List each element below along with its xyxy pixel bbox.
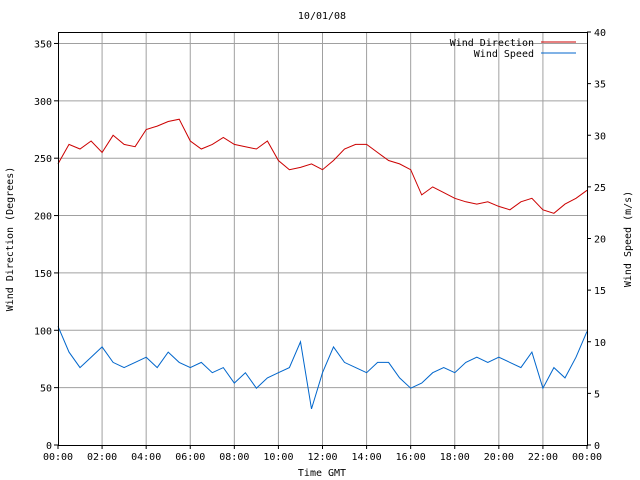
legend-label-wind-direction: Wind Direction bbox=[450, 38, 534, 49]
x-tick-label: 20:00 bbox=[484, 452, 514, 463]
x-axis-label: Time GMT bbox=[298, 468, 346, 479]
x-tick-label: 04:00 bbox=[131, 452, 161, 463]
y-right-tick-label: 20 bbox=[594, 235, 606, 246]
grid bbox=[58, 32, 587, 445]
x-tick-label: 00:00 bbox=[572, 452, 602, 463]
y-right-tick-label: 35 bbox=[594, 80, 606, 91]
x-tick-label: 14:00 bbox=[352, 452, 382, 463]
x-tick-label: 00:00 bbox=[43, 452, 73, 463]
x-tick-label: 02:00 bbox=[87, 452, 117, 463]
y-left-tick-label: 50 bbox=[40, 384, 52, 395]
y-left-tick-label: 100 bbox=[34, 326, 52, 337]
series-layer bbox=[57, 118, 588, 410]
x-tick-label: 22:00 bbox=[528, 452, 558, 463]
y-right-tick-label: 15 bbox=[594, 286, 606, 297]
series-line-wind-speed bbox=[57, 326, 588, 410]
series-line-wind-direction bbox=[57, 118, 588, 214]
x-tick-label: 12:00 bbox=[307, 452, 337, 463]
legend-label-wind-speed: Wind Speed bbox=[474, 49, 534, 60]
y-right-tick-label: 5 bbox=[594, 389, 600, 400]
x-tick-label: 06:00 bbox=[175, 452, 205, 463]
axis-ticks: 00:00 02:00 04:00 06:00 08:00 10:00 12:00 14:00… bbox=[34, 28, 606, 463]
y-right-tick-label: 10 bbox=[594, 338, 606, 349]
y-axis-right-label: Wind Speed (m/s) bbox=[623, 191, 634, 287]
y-left-tick-label: 0 bbox=[46, 441, 52, 452]
chart-title: 10/01/08 bbox=[298, 11, 346, 22]
x-tick-label: 10:00 bbox=[263, 452, 293, 463]
x-tick-label: 16:00 bbox=[396, 452, 426, 463]
y-left-tick-label: 200 bbox=[34, 212, 52, 223]
y-left-tick-label: 350 bbox=[34, 39, 52, 50]
x-tick-label: 08:00 bbox=[219, 452, 249, 463]
y-left-tick-label: 150 bbox=[34, 269, 52, 280]
y-right-tick-label: 40 bbox=[594, 28, 606, 39]
y-left-tick-label: 300 bbox=[34, 97, 52, 108]
legend: Wind Direction Wind Speed bbox=[450, 38, 576, 60]
y-axis-left-label: Wind Direction (Degrees) bbox=[5, 167, 16, 312]
y-left-tick-label: 250 bbox=[34, 154, 52, 165]
y-right-tick-label: 25 bbox=[594, 183, 606, 194]
y-right-tick-label: 30 bbox=[594, 131, 606, 142]
y-right-tick-label: 0 bbox=[594, 441, 600, 452]
x-tick-label: 18:00 bbox=[440, 452, 470, 463]
